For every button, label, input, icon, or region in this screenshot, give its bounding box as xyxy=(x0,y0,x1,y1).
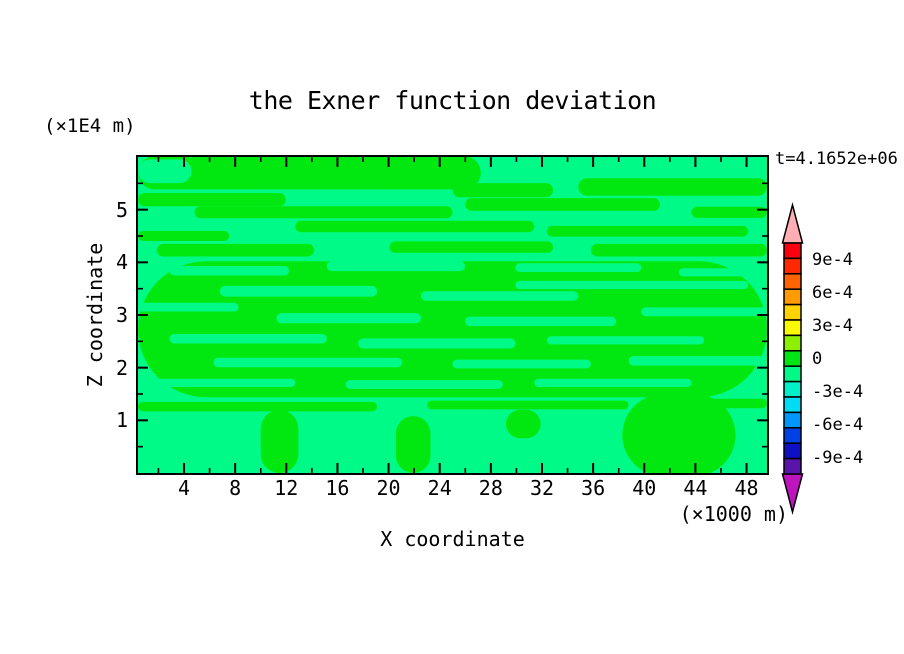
positive-contour-region xyxy=(138,157,481,190)
x-tick-label: 40 xyxy=(632,476,657,500)
chart-title: the Exner function deviation xyxy=(248,86,657,115)
positive-contour-region xyxy=(295,220,535,233)
x-tick-label: 28 xyxy=(478,476,503,500)
x-tick-label: 4 xyxy=(177,476,191,500)
negative-contour-region xyxy=(358,338,516,349)
negative-contour-region xyxy=(138,416,261,473)
negative-contour-region xyxy=(465,316,617,327)
positive-contour-region xyxy=(156,243,315,257)
negative-contour-region xyxy=(345,380,503,389)
colorbar-segment xyxy=(783,365,802,383)
negative-contour-region xyxy=(138,302,239,312)
x-tick-label: 20 xyxy=(376,476,401,500)
colorbar-segment xyxy=(783,334,802,352)
negative-contour-region xyxy=(738,425,767,473)
colorbar-segment xyxy=(783,396,802,414)
colorbar-segment xyxy=(783,457,802,475)
y-tick-label: 5 xyxy=(115,197,128,222)
positive-contour-region xyxy=(691,206,767,218)
positive-contour-region xyxy=(138,401,377,412)
x-tick-label: 36 xyxy=(581,476,606,500)
time-annotation: t=4.1652e+06 xyxy=(775,149,898,169)
negative-contour-region xyxy=(169,266,289,276)
colorbar-arrow-bottom xyxy=(781,473,804,515)
negative-contour-region xyxy=(138,159,192,184)
negative-contour-region xyxy=(515,280,749,290)
colorbar-label: -9e-4 xyxy=(812,447,864,468)
colorbar-label: 9e-4 xyxy=(812,249,853,270)
colorbar-segment xyxy=(783,427,802,444)
colorbar-label: 6e-4 xyxy=(812,282,853,303)
negative-contour-region xyxy=(301,422,393,473)
x-axis-unit-label: (×1000 m) xyxy=(679,502,788,526)
negative-contour-region xyxy=(515,263,642,272)
colorbar-segment xyxy=(783,442,802,460)
colorbar-segment xyxy=(783,257,802,275)
negative-contour-region xyxy=(421,291,579,301)
negative-contour-region xyxy=(641,307,767,317)
positive-contour-region xyxy=(590,243,767,257)
colorbar-label: 0 xyxy=(812,348,823,369)
positive-contour-region xyxy=(546,225,749,237)
colorbar-segment xyxy=(783,303,802,321)
colorbar xyxy=(781,202,804,515)
x-tick-label: 32 xyxy=(529,476,555,500)
x-tick-label: 12 xyxy=(274,476,299,500)
positive-contour-region xyxy=(465,198,661,211)
colorbar-label: 3e-4 xyxy=(812,315,853,336)
contour-field xyxy=(138,157,767,473)
negative-contour-region xyxy=(436,416,500,473)
colorbar-label: -6e-4 xyxy=(812,414,864,435)
colorbar-segment xyxy=(783,411,802,429)
negative-contour-region xyxy=(534,378,692,387)
positive-contour-region xyxy=(260,409,299,473)
negative-contour-region xyxy=(628,356,767,366)
colorbar-segment xyxy=(783,380,802,398)
negative-contour-region xyxy=(169,334,327,344)
negative-contour-region xyxy=(550,428,620,473)
colorbar-label: -3e-4 xyxy=(812,381,864,402)
positive-contour-region xyxy=(395,416,431,473)
positive-contour-region xyxy=(138,193,286,207)
x-tick-label: 16 xyxy=(325,476,350,500)
positive-contour-region xyxy=(427,400,629,410)
x-tick-label: 44 xyxy=(683,476,708,500)
colorbar-segment xyxy=(783,288,802,306)
positive-contour-region xyxy=(194,206,453,219)
colorbar-segment xyxy=(783,350,802,367)
positive-contour-region xyxy=(138,230,230,241)
negative-contour-region xyxy=(326,261,466,272)
negative-contour-region xyxy=(678,268,767,277)
negative-contour-region xyxy=(138,378,296,387)
x-axis-title: X coordinate xyxy=(380,527,525,551)
colorbar-segment xyxy=(783,273,802,290)
colorbar-segment xyxy=(783,319,802,337)
colorbar-arrow-top xyxy=(781,202,804,244)
y-axis-unit-label: (×1E4 m) xyxy=(44,115,136,137)
positive-contour-region xyxy=(622,394,736,473)
negative-contour-region xyxy=(452,359,591,369)
negative-contour-region xyxy=(546,336,705,345)
negative-contour-region xyxy=(276,313,422,324)
negative-contour-region xyxy=(219,285,378,297)
negative-contour-region xyxy=(213,357,403,368)
positive-contour-region xyxy=(452,183,554,198)
x-tick-label: 8 xyxy=(229,476,242,500)
y-tick-label: 4 xyxy=(115,250,128,275)
colorbar-segment xyxy=(783,242,802,260)
y-tick-label: 2 xyxy=(115,355,128,380)
x-tick-label: 24 xyxy=(427,476,452,500)
y-tick-label: 3 xyxy=(115,303,128,327)
y-tick-label: 1 xyxy=(115,408,128,433)
x-tick-label: 48 xyxy=(734,476,759,500)
positive-contour-region xyxy=(578,178,767,196)
positive-contour-region xyxy=(389,241,554,253)
positive-contour-region xyxy=(506,409,541,439)
plot-area xyxy=(136,155,769,475)
